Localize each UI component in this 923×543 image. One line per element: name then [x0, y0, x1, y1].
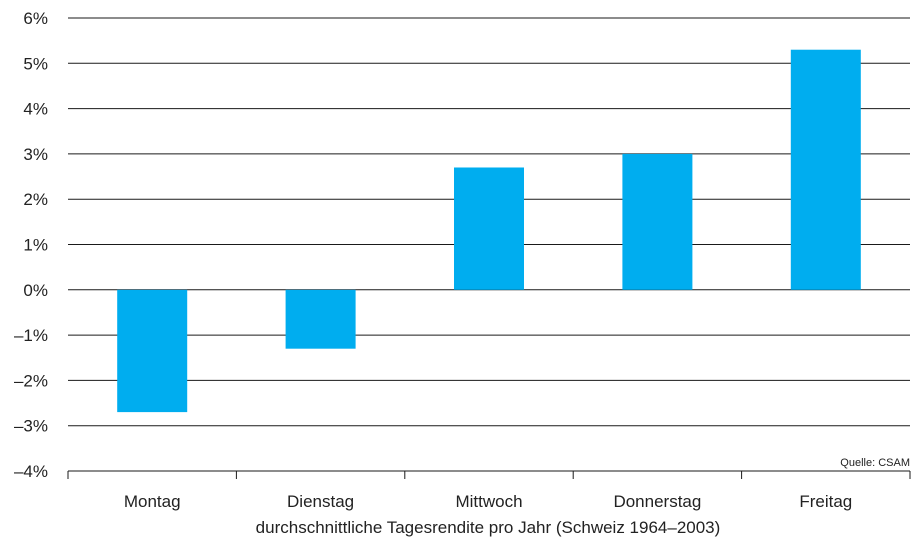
y-tick-label: 6% — [23, 9, 48, 28]
y-tick-label: 4% — [23, 100, 48, 119]
bar-freitag — [790, 49, 861, 290]
x-axis-category-labels: Montag Dienstag Mittwoch Donnerstag Freitag — [124, 492, 852, 511]
x-category-label: Donnerstag — [613, 492, 701, 511]
bars — [117, 49, 861, 413]
x-axis-title: durchschnittliche Tagesrendite pro Jahr … — [256, 518, 721, 537]
y-tick-label: –1% — [14, 326, 48, 345]
bar-mittwoch — [454, 167, 524, 290]
y-tick-label: 0% — [23, 281, 48, 300]
x-category-label: Dienstag — [287, 492, 354, 511]
bar-montag — [117, 289, 188, 413]
bar-dienstag — [285, 289, 356, 349]
y-tick-label: –3% — [14, 417, 48, 436]
y-tick-label: 1% — [23, 236, 48, 255]
x-category-label: Mittwoch — [455, 492, 522, 511]
y-axis-tick-labels: 6% 5% 4% 3% 2% 1% 0% –1% –2% –3% –4% — [14, 9, 48, 481]
x-category-label: Freitag — [799, 492, 852, 511]
bar-donnerstag — [622, 153, 693, 290]
y-tick-label: 5% — [23, 54, 48, 73]
source-note: Quelle: CSAM — [840, 457, 910, 469]
x-axis — [67, 470, 911, 479]
y-tick-label: –4% — [14, 462, 48, 481]
y-tick-label: 3% — [23, 145, 48, 164]
y-tick-label: –2% — [14, 371, 48, 390]
y-tick-label: 2% — [23, 190, 48, 209]
x-category-label: Montag — [124, 492, 181, 511]
